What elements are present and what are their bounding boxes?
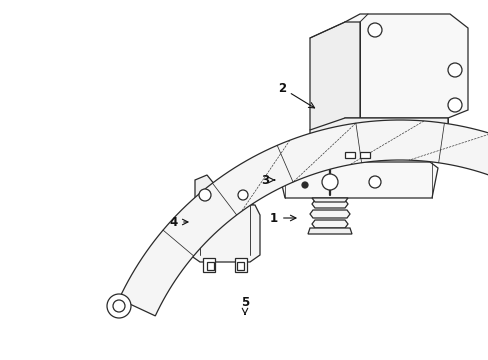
Polygon shape	[195, 175, 215, 205]
Circle shape	[199, 189, 210, 201]
Bar	[359, 152, 369, 158]
Text: 1: 1	[269, 212, 295, 225]
Circle shape	[447, 63, 461, 77]
Polygon shape	[311, 198, 347, 202]
Polygon shape	[307, 228, 351, 234]
Text: 2: 2	[277, 81, 314, 108]
Bar	[237, 262, 244, 270]
Circle shape	[447, 98, 461, 112]
Polygon shape	[309, 118, 447, 148]
Circle shape	[302, 182, 307, 188]
Polygon shape	[190, 205, 260, 262]
Bar	[345, 152, 354, 158]
Circle shape	[113, 300, 125, 312]
Polygon shape	[339, 148, 379, 160]
Polygon shape	[309, 210, 349, 218]
Text: 4: 4	[169, 216, 187, 229]
Polygon shape	[309, 22, 359, 130]
Circle shape	[107, 294, 131, 318]
Polygon shape	[311, 220, 347, 228]
Circle shape	[367, 23, 381, 37]
Polygon shape	[311, 200, 347, 208]
Polygon shape	[119, 120, 488, 316]
Bar	[206, 262, 214, 270]
Polygon shape	[232, 172, 252, 205]
Circle shape	[238, 190, 247, 200]
Text: 5: 5	[241, 296, 248, 314]
Bar	[235, 258, 246, 272]
Polygon shape	[278, 162, 437, 198]
Polygon shape	[345, 14, 467, 118]
Circle shape	[368, 176, 380, 188]
Circle shape	[321, 174, 337, 190]
Text: 3: 3	[261, 174, 274, 186]
Bar	[203, 258, 215, 272]
